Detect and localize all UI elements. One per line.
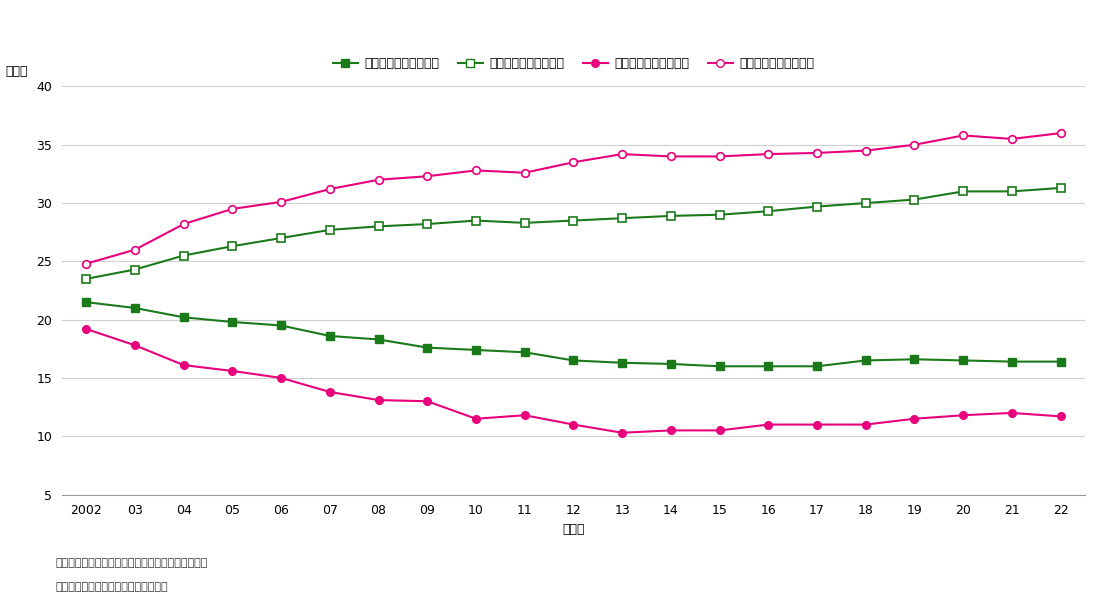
Text: 資料出所：総務省『労働力調査』（トップページ）: 資料出所：総務省『労働力調査』（トップページ） [55,558,208,568]
Legend: 全産業（２９歳以下）, 全産業（５５歳以上）, 建設業（２９歳以下）, 建設業（５５歳以上）: 全産業（２９歳以下）, 全産業（５５歳以上）, 建設業（２９歳以下）, 建設業（… [328,52,820,75]
X-axis label: （年）: （年） [562,523,585,536]
Text: （％）: （％） [6,65,29,78]
Text: 総務省『労働力調査』（詳細ページ）: 総務省『労働力調査』（詳細ページ） [55,583,167,592]
